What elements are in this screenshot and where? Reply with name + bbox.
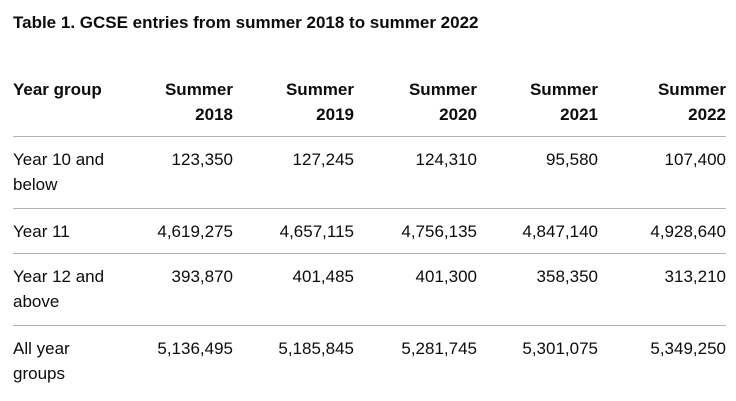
table-cell: 401,300 [354, 253, 477, 326]
row-label-line: above [13, 291, 60, 311]
header-line: 2019 [316, 105, 354, 124]
table-cell: 5,281,745 [401, 338, 477, 358]
table-cell: 4,847,140 [477, 208, 598, 254]
table-cell: 127,245 [233, 136, 354, 209]
table-cell: 5,185,845 [278, 338, 354, 358]
header-summer-2020: Summer 2020 [354, 70, 477, 137]
row-label: Year 10 and below [13, 136, 135, 209]
header-line: Summer [657, 80, 726, 99]
table-cell: 4,619,275 [135, 208, 233, 254]
table-cell: 123,350 [135, 136, 233, 209]
row-label-line: All year [13, 338, 70, 358]
table-cell: 313,210 [598, 253, 726, 326]
header-line: Summer [408, 80, 477, 99]
table-cell: 4,928,640 [598, 208, 726, 254]
header-line: 2021 [560, 105, 598, 124]
table-cell: 95,580 [477, 136, 598, 209]
table-cell: 5,349,250 [650, 338, 726, 358]
row-label-line: Year 12 and [13, 266, 105, 286]
table-header-row: Year group Summer 2018 Summer 2019 Summe… [13, 70, 726, 137]
header-summer-2022: Summer 2022 [598, 70, 726, 137]
row-label: Year 12 and above [13, 253, 135, 326]
header-summer-2021: Summer 2021 [477, 70, 598, 137]
row-label-line: Year 10 and [13, 149, 105, 169]
table-cell: 124,310 [354, 136, 477, 209]
header-line: 2020 [439, 105, 477, 124]
header-line: 2018 [195, 105, 233, 124]
row-label-line: groups [13, 363, 65, 383]
row-label: All year groups [13, 325, 135, 397]
table-row-all-year-groups: All year groups 5,136,495 5,185,845 5,28… [13, 325, 726, 397]
row-label-line: below [13, 174, 58, 194]
table-row-year-10-and-below: Year 10 and below 123,350 127,245 124,31… [13, 136, 726, 209]
row-label: Year 11 [13, 208, 135, 254]
header-year-group: Year group [13, 70, 135, 137]
header-line: 2022 [688, 105, 726, 124]
table-row-year-11: Year 11 4,619,275 4,657,115 4,756,135 4,… [13, 208, 726, 254]
header-summer-2019: Summer 2019 [233, 70, 354, 137]
table-cell: 358,350 [477, 253, 598, 326]
table-cell: 107,400 [598, 136, 726, 209]
table-cell: 393,870 [135, 253, 233, 326]
table-cell: 4,756,135 [354, 208, 477, 254]
table-cell: 4,657,115 [233, 208, 354, 254]
table-row-year-12-and-above: Year 12 and above 393,870 401,485 401,30… [13, 253, 726, 326]
table-cell: 401,485 [233, 253, 354, 326]
header-year-group-label: Year group [13, 80, 102, 99]
table-caption: Table 1. GCSE entries from summer 2018 t… [13, 13, 479, 32]
header-line: Summer [164, 80, 233, 99]
row-label-line: Year 11 [13, 221, 70, 241]
header-summer-2018: Summer 2018 [135, 70, 233, 137]
table-cell: 5,136,495 [157, 338, 233, 358]
header-line: Summer [529, 80, 598, 99]
table-cell: 5,301,075 [522, 338, 598, 358]
gcse-entries-table: Year group Summer 2018 Summer 2019 Summe… [13, 70, 726, 397]
header-line: Summer [285, 80, 354, 99]
